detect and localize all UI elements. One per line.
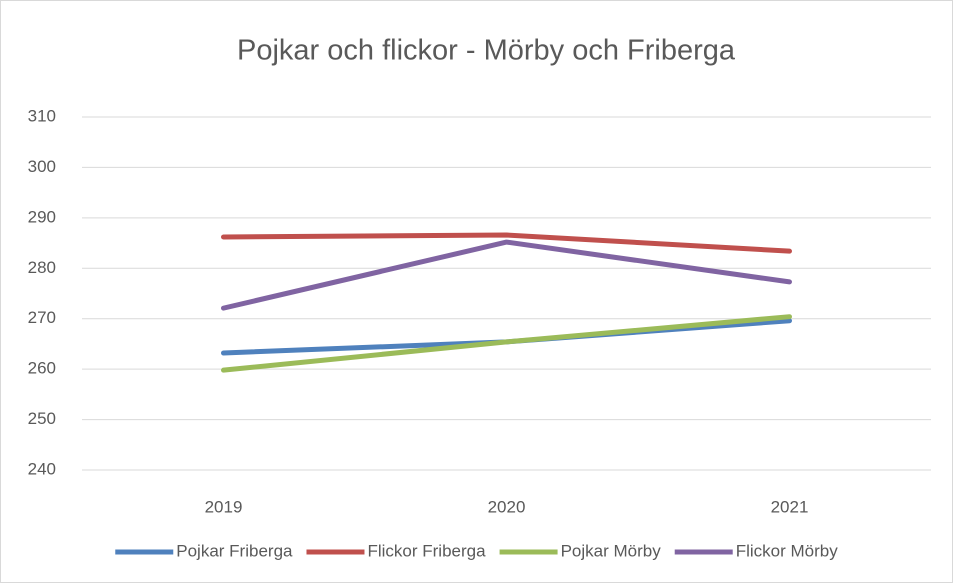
legend-label: Pojkar Mörby [561, 541, 662, 560]
x-tick-label: 2019 [205, 497, 243, 516]
y-tick-label: 280 [28, 258, 56, 277]
series-line [221, 239, 792, 311]
x-tick-label: 2020 [488, 497, 526, 516]
y-tick-label: 240 [28, 459, 56, 478]
series-line [221, 232, 792, 254]
chart-title: Pojkar och flickor - Mörby och Friberga [237, 35, 736, 67]
legend-label: Flickor Friberga [367, 541, 486, 560]
series-line [221, 314, 792, 373]
y-tick-label: 300 [28, 157, 56, 176]
legend-label: Flickor Mörby [736, 541, 839, 560]
y-tick-label: 290 [28, 207, 56, 226]
y-tick-label: 270 [28, 308, 56, 327]
y-tick-label: 310 [28, 106, 56, 125]
y-tick-label: 260 [28, 359, 56, 378]
legend-label: Pojkar Friberga [176, 541, 293, 560]
y-tick-label: 250 [28, 409, 56, 428]
x-tick-label: 2021 [771, 497, 809, 516]
